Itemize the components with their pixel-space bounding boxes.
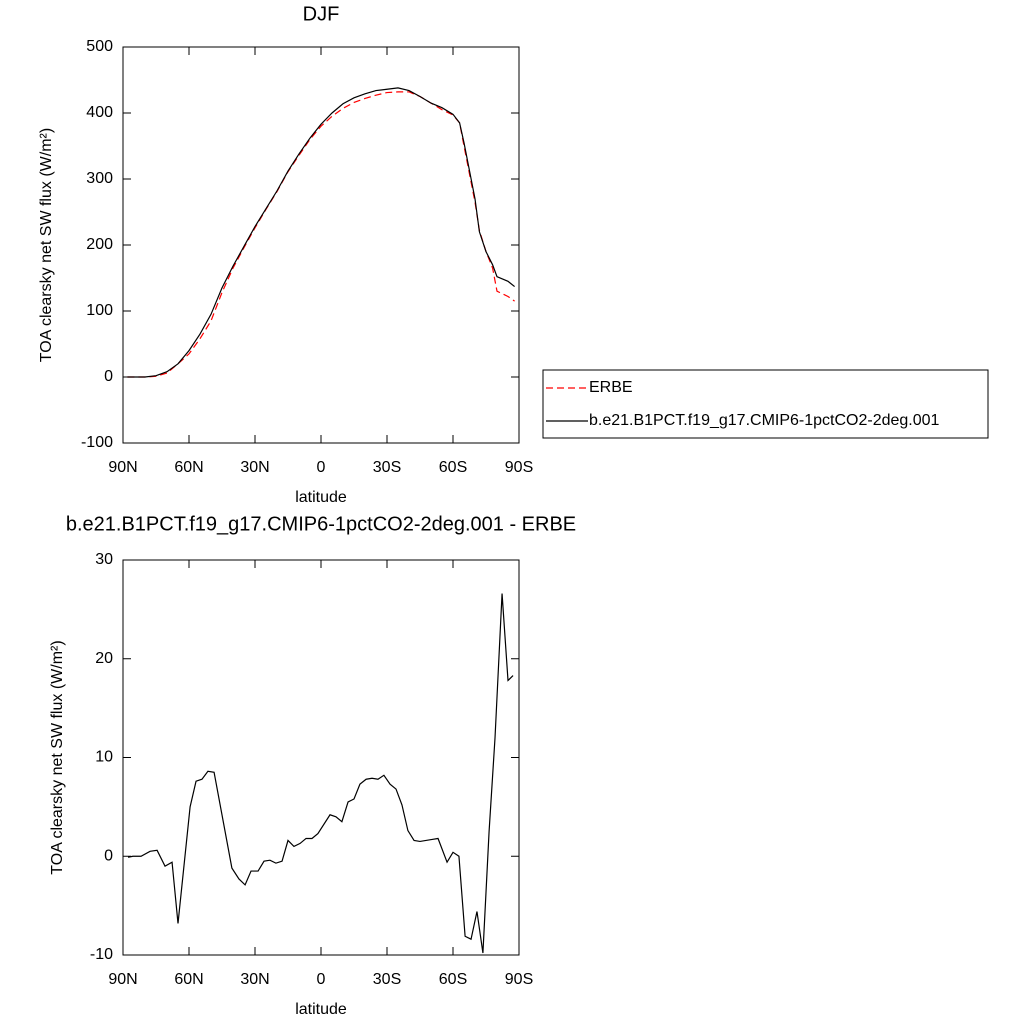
x-tick-label: 0 bbox=[317, 459, 326, 476]
plot-frame bbox=[122, 559, 520, 956]
x-tick-label: 90N bbox=[108, 459, 137, 476]
x-tick-label: 60N bbox=[174, 971, 203, 988]
x-tick-label: 90S bbox=[505, 971, 533, 988]
y-axis-label: TOA clearsky net SW flux (W/m²) bbox=[38, 128, 55, 362]
y-tick-label: 100 bbox=[86, 302, 113, 319]
plot-frame bbox=[122, 46, 520, 444]
data-line bbox=[127, 87, 515, 378]
y-tick-label: 500 bbox=[86, 38, 113, 55]
y-tick-label: -100 bbox=[81, 434, 113, 451]
y-tick-label: 30 bbox=[95, 551, 113, 568]
x-tick-label: 30S bbox=[373, 971, 401, 988]
y-tick-label: 200 bbox=[86, 236, 113, 253]
x-axis-label: latitude bbox=[295, 1001, 347, 1018]
data-line bbox=[127, 593, 514, 954]
y-tick-label: 0 bbox=[104, 368, 113, 385]
legend-box bbox=[542, 369, 989, 439]
x-tick-label: 30N bbox=[240, 459, 269, 476]
data-line bbox=[127, 91, 515, 378]
legend-label: b.e21.B1PCT.f19_g17.CMIP6-1pctCO2-2deg.0… bbox=[589, 412, 940, 429]
chart-title: b.e21.B1PCT.f19_g17.CMIP6-1pctCO2-2deg.0… bbox=[66, 513, 576, 535]
y-tick-label: 20 bbox=[95, 650, 113, 667]
x-tick-label: 60S bbox=[439, 971, 467, 988]
x-axis-label: latitude bbox=[295, 489, 347, 506]
y-tick-label: 400 bbox=[86, 104, 113, 121]
y-tick-label: 300 bbox=[86, 170, 113, 187]
x-tick-label: 90S bbox=[505, 459, 533, 476]
x-tick-label: 30N bbox=[240, 971, 269, 988]
x-tick-label: 60N bbox=[174, 459, 203, 476]
y-axis-label: TOA clearsky net SW flux (W/m²) bbox=[49, 640, 66, 874]
chart-title: DJF bbox=[303, 3, 340, 25]
x-tick-label: 30S bbox=[373, 459, 401, 476]
x-tick-label: 60S bbox=[439, 459, 467, 476]
x-tick-label: 90N bbox=[108, 971, 137, 988]
y-tick-label: 10 bbox=[95, 749, 113, 766]
legend-label: ERBE bbox=[589, 379, 633, 396]
x-tick-label: 0 bbox=[317, 971, 326, 988]
y-tick-label: -10 bbox=[90, 946, 113, 963]
y-tick-label: 0 bbox=[104, 847, 113, 864]
